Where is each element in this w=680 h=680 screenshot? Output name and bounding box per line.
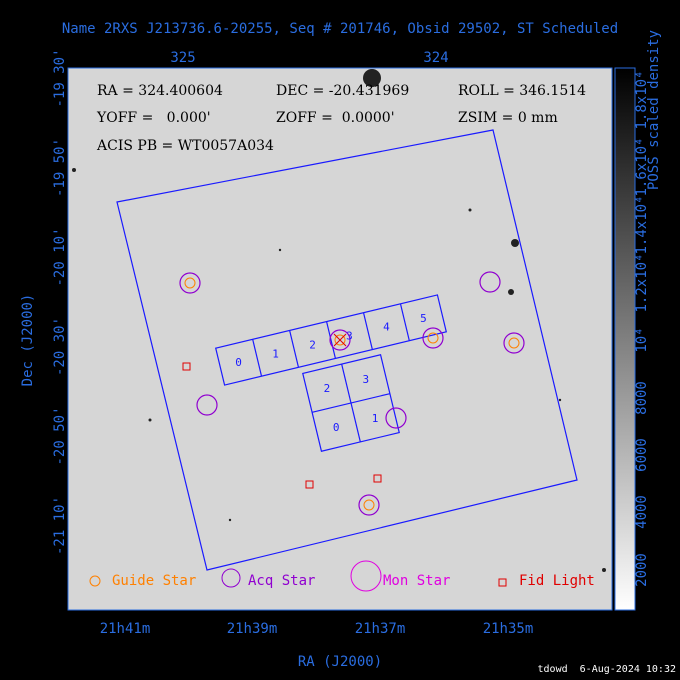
info-zoff: ZOFF = 0.0000' bbox=[276, 110, 395, 126]
s-chip-label: 1 bbox=[272, 347, 279, 360]
i-chip-label: 1 bbox=[372, 412, 379, 425]
info-roll: ROLL = 346.1514 bbox=[458, 83, 586, 99]
legend-fid: Fid Light bbox=[519, 573, 595, 589]
left-tick-label: -20 50' bbox=[52, 406, 68, 465]
i-chip-label: 0 bbox=[333, 421, 340, 434]
x-axis-label: RA (J2000) bbox=[298, 654, 382, 670]
colorbar-tick-label: 10⁴ bbox=[634, 327, 650, 352]
info-dec: DEC = -20.431969 bbox=[276, 83, 409, 99]
i-chip-label: 3 bbox=[362, 373, 369, 386]
top-tick-label: 325 bbox=[170, 50, 195, 66]
s-chip-label: 3 bbox=[346, 330, 353, 343]
colorbar-tick-label: 6000 bbox=[634, 438, 650, 472]
legend-guide: Guide Star bbox=[112, 573, 196, 589]
footer-stamp: tdowd 6-Aug-2024 10:32 bbox=[538, 664, 676, 675]
acq-stars bbox=[179, 271, 525, 516]
legend-acq-icon bbox=[221, 568, 241, 588]
stars bbox=[72, 69, 606, 572]
colorbar bbox=[614, 67, 636, 611]
info-acis: ACIS PB = WT0057A034 bbox=[96, 138, 274, 154]
guide-stars bbox=[184, 277, 520, 511]
info-ra: RA = 324.400604 bbox=[97, 83, 223, 99]
colorbar-tick-label: 1.2x10⁴ bbox=[634, 253, 650, 312]
legend-acq: Acq Star bbox=[248, 573, 315, 589]
bottom-tick-label: 21h37m bbox=[355, 621, 406, 637]
left-tick-label: -19 50' bbox=[52, 138, 68, 197]
bottom-tick-label: 21h41m bbox=[100, 621, 151, 637]
y-axis-label: Dec (J2000) bbox=[20, 294, 36, 387]
colorbar-tick-label: 8000 bbox=[634, 381, 650, 415]
fid-lights bbox=[182, 333, 382, 489]
info-yoff: YOFF = 0.000' bbox=[96, 110, 211, 126]
legend-mon: Mon Star bbox=[383, 573, 450, 589]
s-chip-label: 5 bbox=[420, 312, 427, 325]
left-tick-label: -19 30' bbox=[52, 48, 68, 107]
s-chip-label: 0 bbox=[235, 356, 242, 369]
field-overlay bbox=[116, 129, 578, 571]
colorbar-tick-label: 1.6x10⁴ bbox=[634, 137, 650, 196]
title: Name 2RXS J213736.6-20255, Seq # 201746,… bbox=[62, 21, 618, 37]
left-tick-label: -20 10' bbox=[52, 227, 68, 286]
legend-guide-icon bbox=[89, 575, 101, 587]
i-chip-label: 2 bbox=[324, 382, 331, 395]
info-zsim: ZSIM = 0 mm bbox=[458, 110, 558, 126]
colorbar-tick-label: 1.4x10⁴ bbox=[634, 195, 650, 254]
left-tick-label: -20 30' bbox=[52, 317, 68, 376]
legend-mon-icon bbox=[350, 560, 382, 592]
bottom-tick-label: 21h35m bbox=[483, 621, 534, 637]
colorbar-tick-label: 1.8x10⁴ bbox=[634, 70, 650, 129]
sky-image bbox=[67, 67, 613, 611]
top-tick-label: 324 bbox=[423, 50, 448, 66]
left-tick-label: -21 10' bbox=[52, 496, 68, 555]
colorbar-tick-label: 4000 bbox=[634, 495, 650, 529]
bottom-tick-label: 21h39m bbox=[227, 621, 278, 637]
legend-fid-icon bbox=[498, 578, 507, 587]
colorbar-tick-label: 2000 bbox=[634, 553, 650, 587]
s-chip-label: 4 bbox=[383, 321, 390, 334]
s-chip-label: 2 bbox=[309, 338, 316, 351]
colorbar-label: POSS scaled density bbox=[646, 30, 662, 190]
